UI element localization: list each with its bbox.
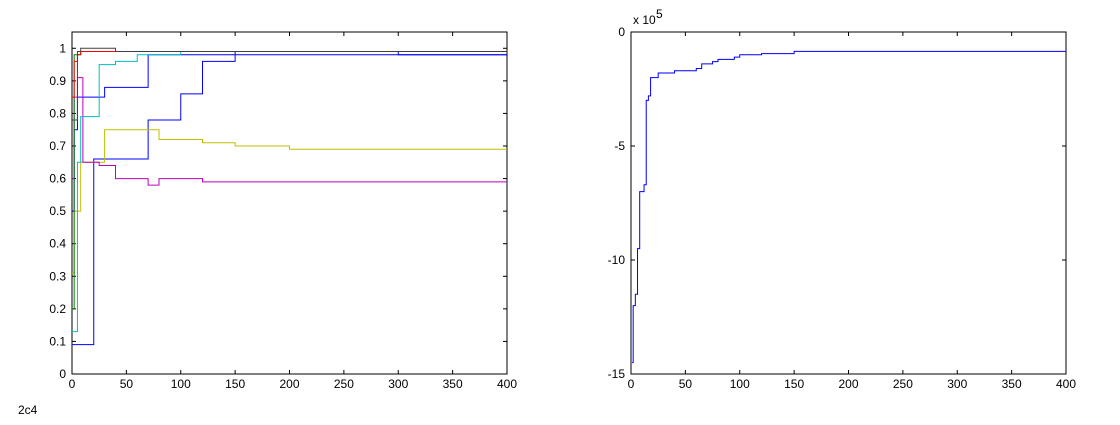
x-tick-label: 100 [730, 377, 750, 391]
series-line [72, 47, 507, 121]
x-tick-label: 150 [784, 377, 804, 391]
x-tick-label: 350 [443, 377, 463, 391]
y-tick-label: 0.3 [49, 269, 66, 283]
y-scale-exponent: 5 [656, 7, 663, 21]
x-tick-label: 0 [628, 377, 635, 391]
y-tick-label: 0.2 [49, 302, 66, 316]
x-tick-label: 400 [1056, 377, 1076, 391]
axes-box [630, 31, 1067, 375]
x-tick-label: 100 [171, 377, 191, 391]
x-tick-label: 250 [334, 377, 354, 391]
series-line [632, 50, 1066, 364]
y-tick-label: -5 [614, 139, 625, 153]
x-tick-label: 250 [893, 377, 913, 391]
y-tick-label: 0.5 [49, 204, 66, 218]
y-tick-label: 0 [59, 367, 66, 381]
x-tick-label: 150 [225, 377, 245, 391]
y-tick-label: 0.6 [49, 172, 66, 186]
y-tick-label: 0.7 [49, 139, 66, 153]
y-tick-label: -10 [608, 253, 626, 267]
y-tick-label: 0.1 [49, 334, 66, 348]
x-tick-label: 300 [388, 377, 408, 391]
x-tick-label: 200 [838, 377, 858, 391]
y-tick-label: 1 [59, 41, 66, 55]
x-tick-label: 50 [679, 377, 693, 391]
axes-box [71, 31, 508, 375]
series-line [72, 129, 507, 274]
series-line [72, 77, 507, 186]
y-tick-label: 0.9 [49, 74, 66, 88]
annotation: 2c4 [18, 403, 38, 417]
y-scale-label: x 10 [633, 13, 656, 27]
x-tick-label: 300 [947, 377, 967, 391]
y-tick-label: 0.8 [49, 106, 66, 120]
x-tick-label: 0 [69, 377, 76, 391]
x-tick-label: 400 [497, 377, 517, 391]
x-tick-label: 200 [279, 377, 299, 391]
x-tick-label: 350 [1002, 377, 1022, 391]
y-tick-label: 0 [618, 25, 625, 39]
y-tick-label: 0.4 [49, 237, 66, 251]
x-tick-label: 50 [120, 377, 134, 391]
series-line [72, 54, 507, 212]
y-tick-label: -15 [608, 367, 626, 381]
